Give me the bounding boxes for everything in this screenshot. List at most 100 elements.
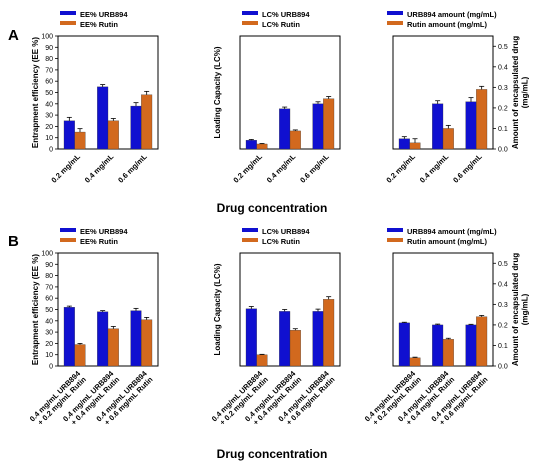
y-tick-label: 0.2 bbox=[498, 322, 508, 329]
bar bbox=[409, 357, 421, 367]
bar bbox=[256, 354, 268, 367]
legend-swatch bbox=[60, 238, 76, 242]
legend-swatch bbox=[242, 238, 258, 242]
bar bbox=[476, 89, 488, 150]
legend-label: EE% URB894 bbox=[80, 227, 128, 236]
bar bbox=[63, 120, 75, 150]
y-tick-label: 100 bbox=[41, 251, 53, 258]
legend-swatch bbox=[387, 238, 403, 242]
bar bbox=[63, 307, 75, 367]
bar bbox=[74, 131, 86, 150]
legend-swatch bbox=[242, 11, 258, 15]
legend-swatch bbox=[242, 228, 258, 232]
legend: URB894 amount (mg/mL)Rutin amount (mg/mL… bbox=[387, 10, 497, 29]
bar bbox=[323, 299, 335, 367]
bar bbox=[398, 138, 410, 150]
bar bbox=[141, 94, 153, 150]
legend-label: Rutin amount (mg/mL) bbox=[407, 20, 487, 29]
y-tick-label: 0.0 bbox=[498, 364, 508, 371]
bar bbox=[107, 328, 119, 367]
y-tick-label: 0.1 bbox=[498, 343, 508, 350]
bar bbox=[256, 143, 268, 150]
x-tick-label: 0.2 mg/mL bbox=[384, 152, 417, 185]
x-tick-label: 0.4 mg/mL bbox=[265, 152, 298, 185]
panel-label-b: B bbox=[8, 233, 19, 250]
bar bbox=[476, 316, 488, 367]
y-tick-label: 0 bbox=[49, 364, 53, 371]
panel-label-a: A bbox=[8, 27, 19, 44]
y-tick-label: 90 bbox=[45, 45, 53, 52]
bar bbox=[141, 319, 153, 367]
x-tick-label: 0.6 mg/mL bbox=[116, 152, 149, 185]
x-tick-label: 0.2 mg/mL bbox=[49, 152, 82, 185]
y-tick-label: 0.5 bbox=[498, 44, 508, 51]
x-tick-label: 0.2 mg/mL bbox=[231, 152, 264, 185]
bar bbox=[442, 339, 454, 367]
x-axis-title-a: Drug concentration bbox=[217, 201, 328, 215]
bar bbox=[97, 311, 109, 367]
legend-label: LC% Rutin bbox=[262, 20, 300, 29]
bar bbox=[442, 128, 454, 150]
y-axis-title: Entrapment efficiency (EE %) bbox=[31, 254, 40, 365]
y-tick-label: 70 bbox=[45, 284, 53, 291]
y-axis-title: Loading Capacity (LC%) bbox=[213, 263, 222, 355]
y-tick-label: 70 bbox=[45, 67, 53, 74]
y-tick-label: 50 bbox=[45, 90, 53, 97]
y-tick-label: 0.3 bbox=[498, 85, 508, 92]
legend-label: EE% Rutin bbox=[80, 237, 118, 246]
y-axis-title: Amount of encapsulated drug(mg/mL) bbox=[511, 253, 529, 366]
y-tick-label: 40 bbox=[45, 318, 53, 325]
x-axis-title-b: Drug concentration bbox=[217, 447, 328, 461]
y-tick-label: 10 bbox=[45, 135, 53, 142]
y-tick-label: 60 bbox=[45, 79, 53, 86]
y-tick-label: 40 bbox=[45, 101, 53, 108]
legend-swatch bbox=[60, 11, 76, 15]
legend-label: EE% URB894 bbox=[80, 10, 128, 19]
y-tick-label: 0.5 bbox=[498, 261, 508, 268]
legend-label: LC% URB894 bbox=[262, 227, 310, 236]
bar bbox=[432, 103, 444, 150]
chart-6: URB894 amount (mg/mL)Rutin amount (mg/mL… bbox=[363, 227, 530, 427]
y-tick-label: 90 bbox=[45, 262, 53, 269]
bar bbox=[465, 101, 477, 150]
legend-swatch bbox=[60, 228, 76, 232]
x-tick-label: 0.4 mg/mL bbox=[418, 152, 451, 185]
bar bbox=[289, 330, 301, 367]
y-tick-label: 10 bbox=[45, 352, 53, 359]
y-tick-label: 0.0 bbox=[498, 147, 508, 154]
y-tick-label: 0 bbox=[49, 147, 53, 154]
y-tick-label: 0.4 bbox=[498, 64, 508, 71]
y-tick-label: 20 bbox=[45, 124, 53, 131]
bar bbox=[279, 311, 291, 367]
legend-label: URB894 amount (mg/mL) bbox=[407, 227, 497, 236]
y-tick-label: 30 bbox=[45, 330, 53, 337]
bar bbox=[465, 324, 477, 367]
legend-swatch bbox=[60, 21, 76, 25]
bar bbox=[323, 98, 335, 150]
bar bbox=[107, 120, 119, 150]
bar bbox=[279, 108, 291, 150]
x-tick-label: 0.6 mg/mL bbox=[451, 152, 484, 185]
y-axis-title: Entrapment efficiency (EE %) bbox=[31, 37, 40, 148]
bar bbox=[312, 103, 324, 150]
bar bbox=[312, 311, 324, 367]
y-tick-label: 0.4 bbox=[498, 281, 508, 288]
chart-3: URB894 amount (mg/mL)Rutin amount (mg/mL… bbox=[384, 10, 529, 185]
y-tick-label: 0.1 bbox=[498, 126, 508, 133]
legend-swatch bbox=[387, 11, 403, 15]
bar bbox=[130, 105, 142, 150]
y-tick-label: 30 bbox=[45, 113, 53, 120]
legend-swatch bbox=[387, 228, 403, 232]
bar bbox=[245, 308, 257, 367]
y-axis-title: Loading Capacity (LC%) bbox=[213, 46, 222, 138]
y-tick-label: 60 bbox=[45, 296, 53, 303]
legend-label: URB894 amount (mg/mL) bbox=[407, 10, 497, 19]
